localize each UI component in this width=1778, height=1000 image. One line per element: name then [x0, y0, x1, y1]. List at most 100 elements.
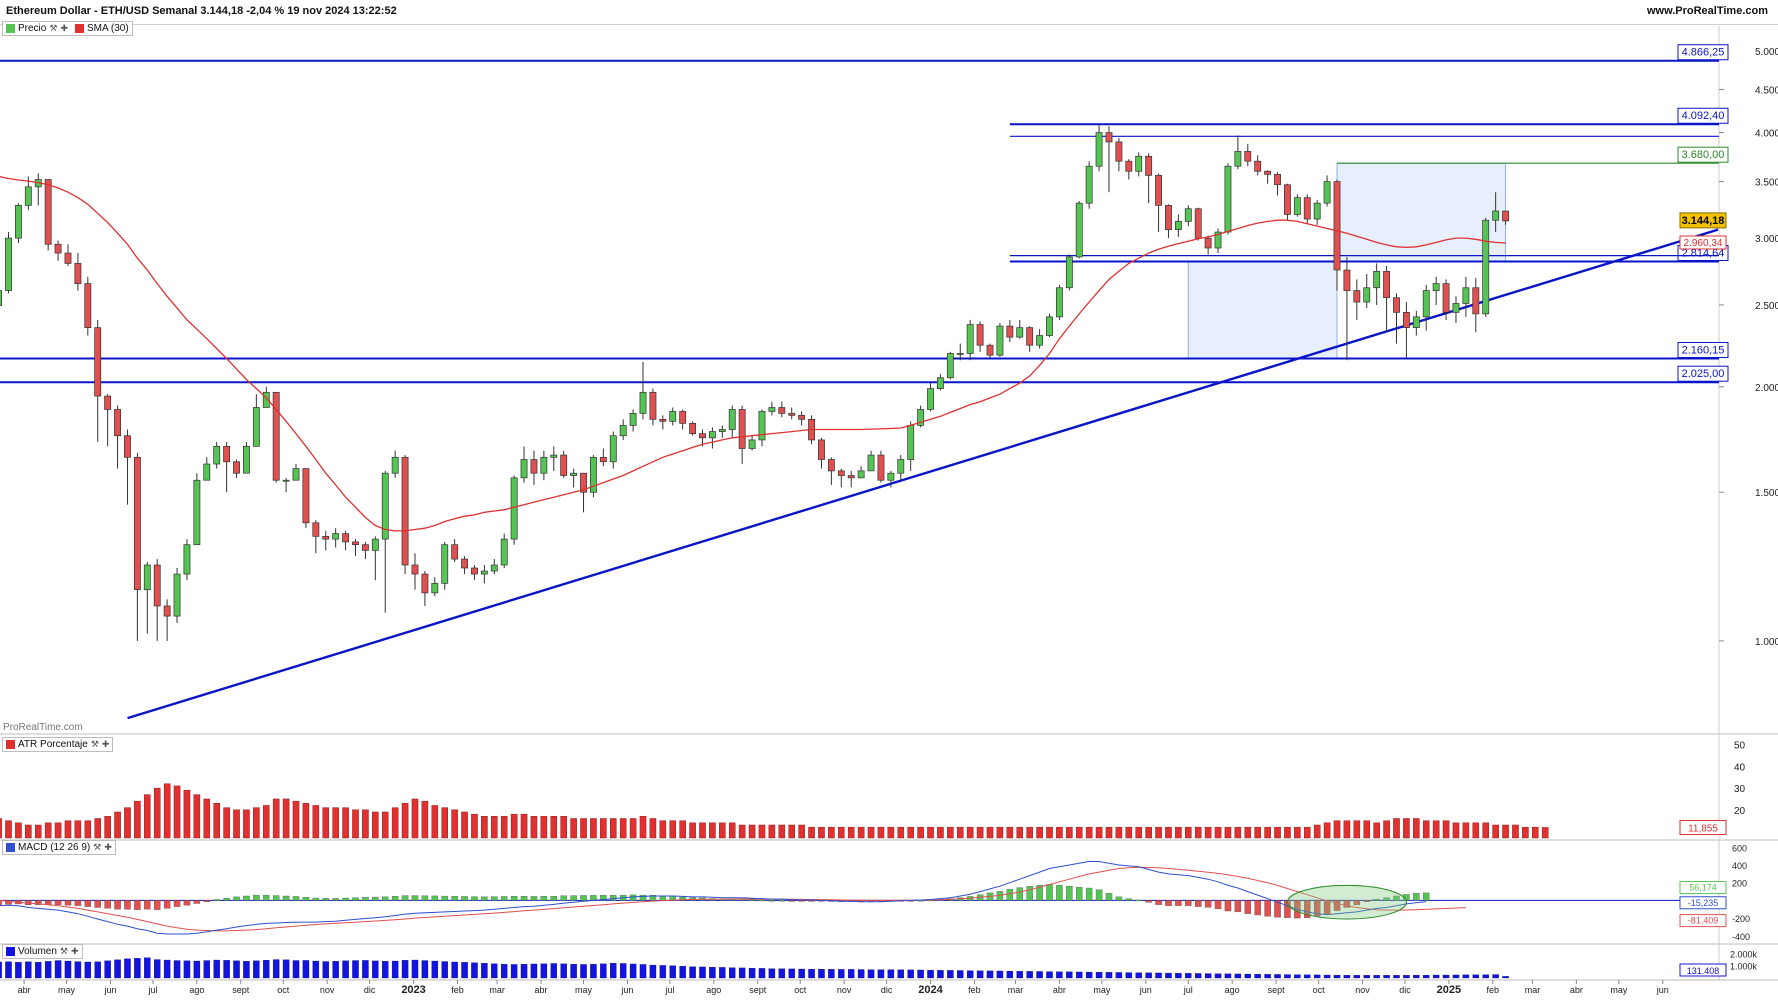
- macd-histogram-bar: [1095, 889, 1103, 901]
- macd-histogram-bar: [74, 900, 82, 906]
- atr-bar: [322, 807, 330, 839]
- macd-line: [0, 861, 1427, 935]
- cross-icon[interactable]: ✚: [104, 842, 112, 852]
- volume-bar: [94, 961, 101, 979]
- date-tick-label: may: [1610, 985, 1628, 995]
- level-label-box: [1677, 365, 1729, 382]
- volume-bar: [282, 959, 290, 979]
- atr-bar: [679, 820, 686, 839]
- volume-bar: [1076, 971, 1083, 979]
- volume-bar: [1313, 974, 1321, 979]
- volume-bar: [1333, 975, 1341, 979]
- date-tick-label: oct: [277, 985, 290, 995]
- candle-down: [1333, 181, 1341, 271]
- date-tick-label: abr: [1570, 985, 1583, 995]
- candle-down: [64, 252, 72, 264]
- legend-volume[interactable]: Volumen ⚒ ✚: [2, 944, 83, 959]
- candle-up: [857, 470, 865, 479]
- atr-bar: [550, 816, 558, 839]
- atr-bar: [421, 800, 429, 839]
- provider-url[interactable]: www.ProRealTime.com: [1646, 5, 1768, 17]
- volume-bar: [748, 968, 756, 979]
- atr-bar: [1155, 826, 1162, 839]
- date-tick-label: ago: [706, 985, 721, 995]
- price-tick-label: 3.000: [1755, 234, 1778, 245]
- date-tick-label: jun: [1656, 985, 1669, 995]
- candle-down: [233, 461, 240, 474]
- macd-tick-label: -200: [1732, 914, 1750, 924]
- atr-bar: [54, 822, 62, 839]
- candle-up: [550, 454, 558, 458]
- candle-down: [1274, 173, 1281, 186]
- candle-down: [153, 564, 161, 607]
- macd-histogram-bar: [1185, 900, 1192, 906]
- macd-histogram-bar: [1056, 885, 1063, 901]
- volume-bar: [877, 969, 885, 979]
- volume-bar: [441, 961, 448, 979]
- level-label: 4.092,40: [1682, 110, 1725, 122]
- atr-bar: [253, 807, 260, 839]
- candle-up: [1363, 287, 1371, 303]
- candle-down: [44, 179, 52, 245]
- macd-histogram-bar: [441, 895, 448, 901]
- legend-atr[interactable]: ATR Porcentaje ⚒ ✚: [2, 737, 114, 752]
- atr-bar: [233, 809, 240, 839]
- cross-icon[interactable]: ✚: [101, 739, 110, 749]
- legend-price[interactable]: Precio ⚒ ✚ SMA (30): [2, 21, 133, 36]
- macd-histogram-bar: [748, 899, 756, 901]
- volume-bar: [808, 968, 815, 979]
- volume-bar: [957, 970, 964, 979]
- candle-up: [213, 445, 221, 465]
- candle-down: [1165, 205, 1172, 230]
- macd-histogram-bar: [391, 896, 399, 901]
- atr-bar: [778, 824, 786, 839]
- candle-up: [728, 409, 736, 430]
- volume-bar: [709, 967, 716, 979]
- date-tick-label: sept: [1268, 985, 1286, 995]
- cross-icon[interactable]: ✚: [60, 23, 68, 33]
- level-label: 3.680,00: [1682, 149, 1725, 161]
- atr-bar: [669, 820, 677, 839]
- volume-bar: [352, 960, 359, 979]
- atr-bar: [104, 816, 111, 839]
- legend-macd[interactable]: MACD (12 26 9) ⚒ ✚: [2, 840, 116, 855]
- atr-bar: [193, 794, 201, 839]
- legend-volume-label: Volumen: [18, 946, 57, 957]
- candle-down: [738, 409, 746, 449]
- atr-bar: [857, 826, 865, 839]
- wrench-icon[interactable]: ⚒: [90, 739, 99, 749]
- atr-bar: [1373, 822, 1380, 839]
- volume-bar: [986, 970, 994, 979]
- atr-bar: [1175, 826, 1182, 839]
- macd-histogram-bar: [639, 894, 647, 901]
- candle-up: [1492, 210, 1500, 221]
- date-tick-label: may: [58, 985, 76, 995]
- atr-bar: [1472, 822, 1480, 839]
- volume-bar: [778, 968, 786, 979]
- macd-histogram-bar: [64, 900, 72, 906]
- cross-icon[interactable]: ✚: [71, 946, 79, 956]
- volume-bar: [233, 960, 240, 979]
- candle-down: [560, 454, 568, 476]
- level-label: 2.814,64: [1682, 247, 1725, 259]
- macd-histogram-bar: [94, 900, 101, 908]
- macd-histogram-bar: [183, 900, 191, 906]
- wrench-icon[interactable]: ⚒: [59, 946, 68, 956]
- macd-histogram-bar: [421, 895, 429, 901]
- candle-up: [867, 454, 875, 472]
- macd-histogram-bar: [1194, 900, 1202, 907]
- macd-value-label: 56,174: [1689, 883, 1717, 893]
- volume-bar: [322, 961, 329, 979]
- macd-histogram-bar: [778, 900, 786, 902]
- candle-up: [173, 573, 181, 617]
- candle-down: [342, 533, 350, 543]
- volume-bar: [927, 969, 934, 979]
- wrench-icon[interactable]: ⚒: [49, 23, 58, 33]
- macd-histogram-bar: [550, 896, 558, 901]
- volume-bar: [1353, 975, 1361, 979]
- sma-value-tag: [1679, 235, 1727, 250]
- candle-up: [1462, 287, 1470, 304]
- macd-histogram-bar: [124, 900, 131, 910]
- volume-bar: [1383, 975, 1390, 979]
- wrench-icon[interactable]: ⚒: [93, 842, 102, 852]
